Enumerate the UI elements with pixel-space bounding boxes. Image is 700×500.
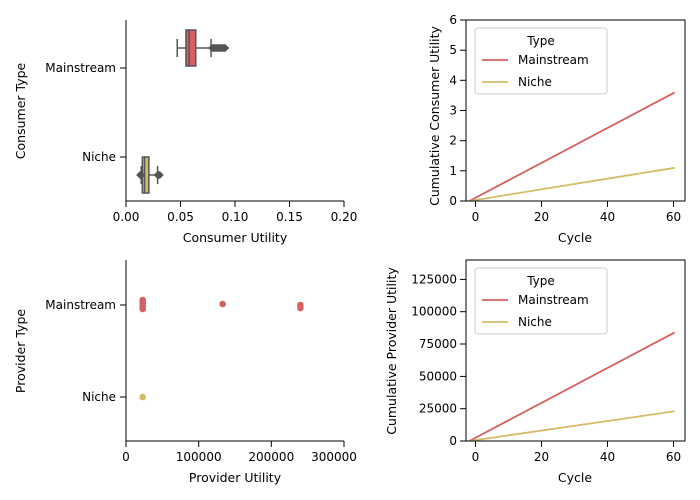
- provider-line-panel: 0 25000 50000 75000 100000 125000 0 20 4…: [384, 259, 686, 485]
- x-tick-label: 0: [472, 210, 480, 224]
- x-tick-label: 60: [666, 210, 681, 224]
- x-axis-label: Cycle: [558, 470, 592, 485]
- strip-point-mainstream: [139, 296, 147, 304]
- y-tick-label: 6: [449, 13, 457, 27]
- strip-point-niche: [139, 393, 147, 401]
- x-axis-label: Cycle: [558, 230, 592, 245]
- y-tick-label: Niche: [82, 390, 116, 404]
- legend: Type Mainstream Niche: [474, 27, 608, 95]
- consumer-line-panel: 0 1 2 3 4 5 6 0 20 40 60 Cycle Cumulativ…: [427, 13, 686, 245]
- legend-entry: Mainstream: [518, 293, 589, 307]
- x-tick-label: 20: [534, 210, 549, 224]
- y-tick-label: 125000: [411, 272, 457, 286]
- y-tick-label: 2: [449, 134, 457, 148]
- x-tick-label: 100000: [176, 450, 222, 464]
- y-tick-label: 5: [449, 43, 457, 57]
- y-tick-label: Niche: [82, 150, 116, 164]
- x-tick-label: 40: [600, 210, 615, 224]
- strip-point-mainstream: [297, 301, 304, 309]
- x-tick-label: 0.00: [113, 210, 140, 224]
- legend-entry: Niche: [518, 315, 552, 329]
- y-tick-label: Mainstream: [45, 298, 116, 312]
- y-tick-label: 0: [449, 434, 457, 448]
- x-tick-label: 300000: [311, 450, 357, 464]
- y-axis-label: Cumulative Consumer Utility: [427, 26, 442, 206]
- y-axis-label: Cumulative Provider Utility: [384, 267, 399, 435]
- x-tick-label: 0.10: [222, 210, 249, 224]
- series-line-mainstream: [469, 331, 676, 442]
- y-tick-label: 3: [449, 104, 457, 118]
- x-axis-label: Provider Utility: [189, 470, 282, 485]
- legend-entry: Mainstream: [518, 53, 589, 67]
- y-tick-label: 75000: [419, 337, 457, 351]
- series-line-mainstream: [469, 91, 676, 202]
- y-tick-label: 1: [449, 164, 457, 178]
- y-axis-label: Consumer Type: [13, 62, 28, 159]
- x-axis-label: Consumer Utility: [183, 230, 288, 245]
- series-line-niche: [469, 410, 675, 442]
- x-tick-label: 0: [122, 450, 130, 464]
- y-tick-label: 0: [449, 194, 457, 208]
- y-axis-label: Provider Type: [13, 309, 28, 393]
- x-tick-label: 60: [666, 450, 681, 464]
- y-tick-label: Mainstream: [45, 61, 116, 75]
- x-tick-label: 200000: [248, 450, 294, 464]
- x-tick-label: 20: [534, 450, 549, 464]
- x-tick-label: 0.15: [276, 210, 303, 224]
- outlier-point: [137, 171, 146, 179]
- box-mainstream: [185, 29, 197, 67]
- y-tick-label: 25000: [419, 402, 457, 416]
- x-tick-label: 40: [600, 450, 615, 464]
- legend: Type Mainstream Niche: [474, 267, 608, 335]
- outlier-point: [155, 171, 164, 179]
- x-tick-label: 0.20: [331, 210, 358, 224]
- strip-point-mainstream: [219, 300, 226, 308]
- y-tick-label: 100000: [411, 305, 457, 319]
- y-tick-label: 4: [449, 73, 457, 87]
- y-tick-label: 50000: [419, 369, 457, 383]
- outlier-point: [221, 44, 230, 52]
- provider-strip-panel: Mainstream Niche 0 100000 200000 300000 …: [13, 260, 357, 485]
- legend-entry: Niche: [518, 75, 552, 89]
- series-line-niche: [469, 166, 675, 202]
- x-tick-label: 0: [472, 450, 480, 464]
- axes-frame: [465, 259, 686, 442]
- consumer-box-panel: Mainstream Niche 0.00 0.05 0.10 0.15 0.2…: [13, 20, 357, 245]
- legend-title: Type: [526, 274, 555, 288]
- legend-title: Type: [526, 34, 555, 48]
- x-tick-label: 0.05: [167, 210, 194, 224]
